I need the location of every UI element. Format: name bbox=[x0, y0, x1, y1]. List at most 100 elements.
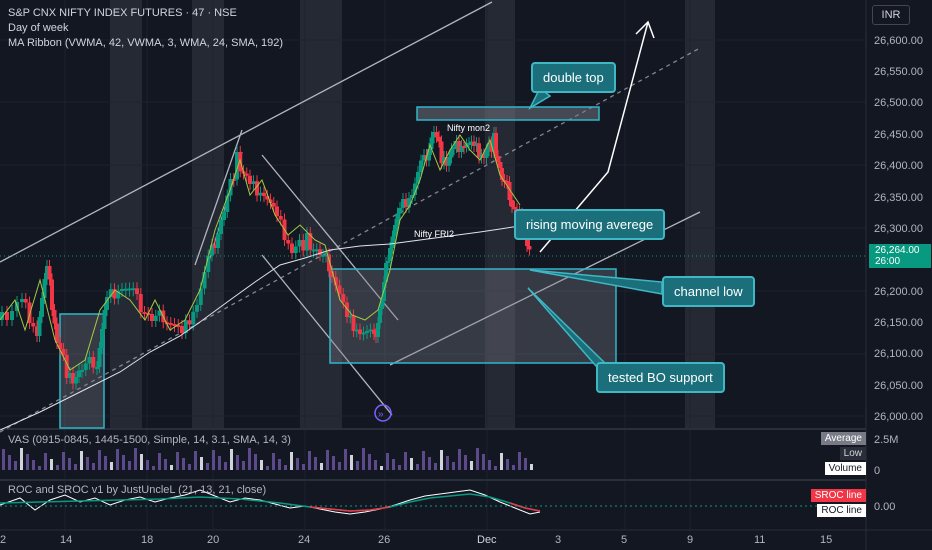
volume-bar bbox=[134, 448, 137, 470]
time-label: 18 bbox=[141, 534, 153, 546]
candle-body bbox=[31, 323, 36, 327]
candle-body bbox=[135, 288, 139, 294]
volume-bar bbox=[116, 449, 119, 470]
time-label: 9 bbox=[687, 534, 693, 546]
candle-body bbox=[55, 323, 59, 343]
candle-body bbox=[142, 312, 147, 314]
indicator-day-of-week[interactable]: Day of week bbox=[8, 22, 69, 34]
candle-body bbox=[127, 288, 132, 291]
candle-body bbox=[258, 192, 263, 196]
callout-double-top[interactable]: double top bbox=[531, 62, 616, 93]
candle-body bbox=[442, 157, 446, 164]
candle-body bbox=[434, 132, 439, 137]
candle-body bbox=[195, 305, 199, 312]
volume-bar bbox=[440, 450, 443, 470]
candle-body bbox=[419, 160, 423, 172]
volume-bar bbox=[80, 451, 83, 470]
candle-body bbox=[265, 196, 270, 200]
candle-body bbox=[351, 315, 356, 331]
candle-body bbox=[474, 143, 479, 146]
candle-body bbox=[68, 373, 72, 378]
candle-body bbox=[380, 301, 384, 309]
candle-body bbox=[496, 156, 500, 162]
candle-body bbox=[314, 249, 319, 252]
volume-legend-volume: Volume bbox=[824, 462, 866, 475]
candle-body bbox=[439, 141, 444, 164]
callout-rising-ma[interactable]: rising moving averege bbox=[514, 209, 666, 240]
candle-body bbox=[472, 141, 476, 146]
volume-legend-average: Average bbox=[820, 432, 866, 445]
candle-body bbox=[180, 326, 184, 333]
time-axis[interactable]: 2 14 18 20 24 26 Dec 3 5 9 11 15 bbox=[0, 534, 832, 546]
volume-bar bbox=[398, 465, 401, 470]
candle-body bbox=[95, 367, 99, 369]
candle-body bbox=[510, 200, 514, 207]
volume-bar bbox=[200, 457, 203, 470]
volume-bar bbox=[86, 457, 89, 470]
candle-body bbox=[61, 349, 66, 355]
volume-bar bbox=[218, 456, 221, 470]
callout-channel-low[interactable]: channel low bbox=[662, 276, 755, 307]
volume-bar bbox=[230, 449, 233, 470]
candle-body bbox=[407, 198, 411, 207]
candle-body bbox=[358, 329, 362, 334]
price-label: 26,500.00 bbox=[874, 97, 923, 109]
volume-legend-low: Low bbox=[839, 447, 866, 460]
candle-body bbox=[271, 203, 276, 207]
volume-bar bbox=[254, 454, 257, 470]
double-top-zone[interactable] bbox=[416, 106, 600, 121]
volume-bar bbox=[404, 452, 407, 470]
candle-body bbox=[219, 220, 223, 234]
price-axis[interactable]: 26,600.00 26,550.00 26,500.00 26,450.00 … bbox=[874, 35, 923, 423]
candle-body bbox=[150, 314, 154, 321]
volume-indicator-title[interactable]: VAS (0915-0845, 1445-1500, Simple, 14, 3… bbox=[8, 434, 291, 446]
candle-body bbox=[301, 240, 306, 251]
candle-body bbox=[91, 357, 96, 368]
volume-bar bbox=[290, 452, 293, 470]
roc-axis-label: 0.00 bbox=[874, 501, 895, 513]
candle-body bbox=[449, 149, 454, 158]
label-nifty-fri2: Nifty FRI2 bbox=[414, 229, 454, 239]
candle-body bbox=[20, 299, 24, 302]
volume-bar bbox=[272, 453, 275, 470]
roc-legend-sroc: SROC line bbox=[810, 489, 866, 502]
candle-body bbox=[429, 137, 434, 149]
symbol-title[interactable]: S&P CNX NIFTY INDEX FUTURES · 47 · NSE bbox=[8, 7, 237, 19]
candle-body bbox=[191, 311, 196, 325]
candle-body bbox=[487, 142, 491, 151]
volume-bar bbox=[482, 454, 485, 470]
candle-body bbox=[386, 261, 390, 263]
volume-bar bbox=[278, 459, 281, 470]
bo-support-zone[interactable] bbox=[329, 268, 617, 364]
volume-bar bbox=[314, 457, 317, 470]
candle-body bbox=[112, 289, 117, 299]
time-label: 24 bbox=[298, 534, 310, 546]
replay-marker-glyph: » bbox=[378, 409, 384, 420]
volume-bar bbox=[428, 457, 431, 470]
candle-body bbox=[138, 294, 143, 312]
currency-selector[interactable]: INR bbox=[872, 5, 910, 25]
candle-body bbox=[286, 240, 291, 244]
candle-body bbox=[10, 311, 14, 320]
candle-body bbox=[462, 146, 466, 148]
candle-body bbox=[361, 332, 366, 335]
candle-body bbox=[469, 141, 474, 144]
callout-tested-bo[interactable]: tested BO support bbox=[596, 362, 725, 393]
session-band bbox=[485, 0, 515, 428]
candle-body bbox=[187, 320, 192, 325]
volume-bar bbox=[140, 454, 143, 470]
replay-marker-icon[interactable] bbox=[374, 404, 392, 422]
roc-line bbox=[0, 489, 541, 515]
volume-bar bbox=[302, 464, 305, 470]
volume-bar bbox=[410, 458, 413, 470]
indicator-ma-ribbon[interactable]: MA Ribbon (VWMA, 42, VWMA, 3, WMA, 24, S… bbox=[8, 37, 284, 49]
price-label: 26,150.00 bbox=[874, 317, 923, 329]
candle-body bbox=[120, 289, 124, 291]
volume-bar bbox=[182, 458, 185, 470]
candle-body bbox=[244, 173, 249, 176]
volume-bar bbox=[368, 454, 371, 470]
roc-indicator-title[interactable]: ROC and SROC v1 by JustUncleL (21, 13, 2… bbox=[8, 484, 267, 496]
candle-body bbox=[123, 288, 128, 291]
candle-body bbox=[427, 149, 431, 161]
